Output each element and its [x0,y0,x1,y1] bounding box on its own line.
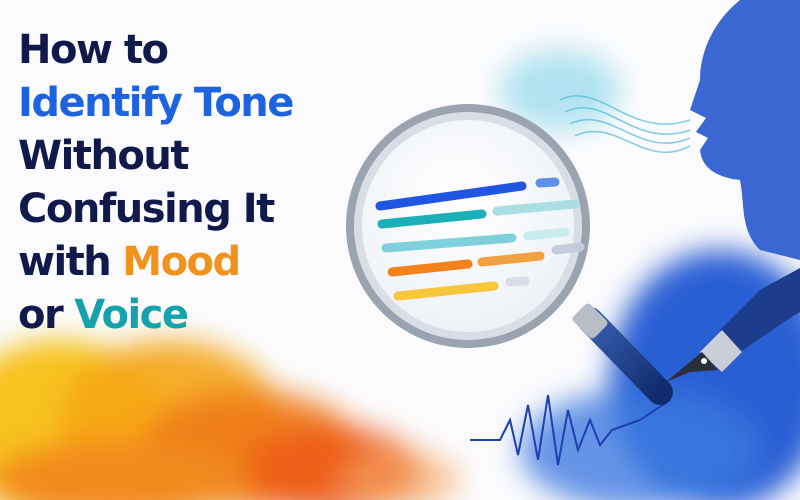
warm-splash [0,340,460,500]
lens-lines [375,177,585,301]
cool-splash [500,50,800,500]
title-segment: Mood [122,239,241,285]
title-segment: How to [18,27,169,73]
title: How to Identify Tone Without Confusing I… [18,24,294,342]
title-segment: Identify Tone [18,80,294,126]
title-segment: or [18,292,64,338]
title-segment: Confusing It [18,186,275,232]
title-line: or Voice [18,289,293,342]
title-segment: with [18,239,112,285]
face-silhouette [690,0,800,260]
title-segment: Voice [74,292,189,338]
title-line: How to [18,24,293,77]
title-line: Confusing It [18,183,293,236]
pen-wave [470,394,671,466]
title-line: Without [18,130,293,183]
sound-waves [559,95,691,153]
title-line: Identify Tone [18,77,294,130]
title-line: with Mood [18,236,293,289]
title-segment: Without [18,133,190,179]
magnifier [346,104,673,405]
fountain-pen [666,268,800,382]
